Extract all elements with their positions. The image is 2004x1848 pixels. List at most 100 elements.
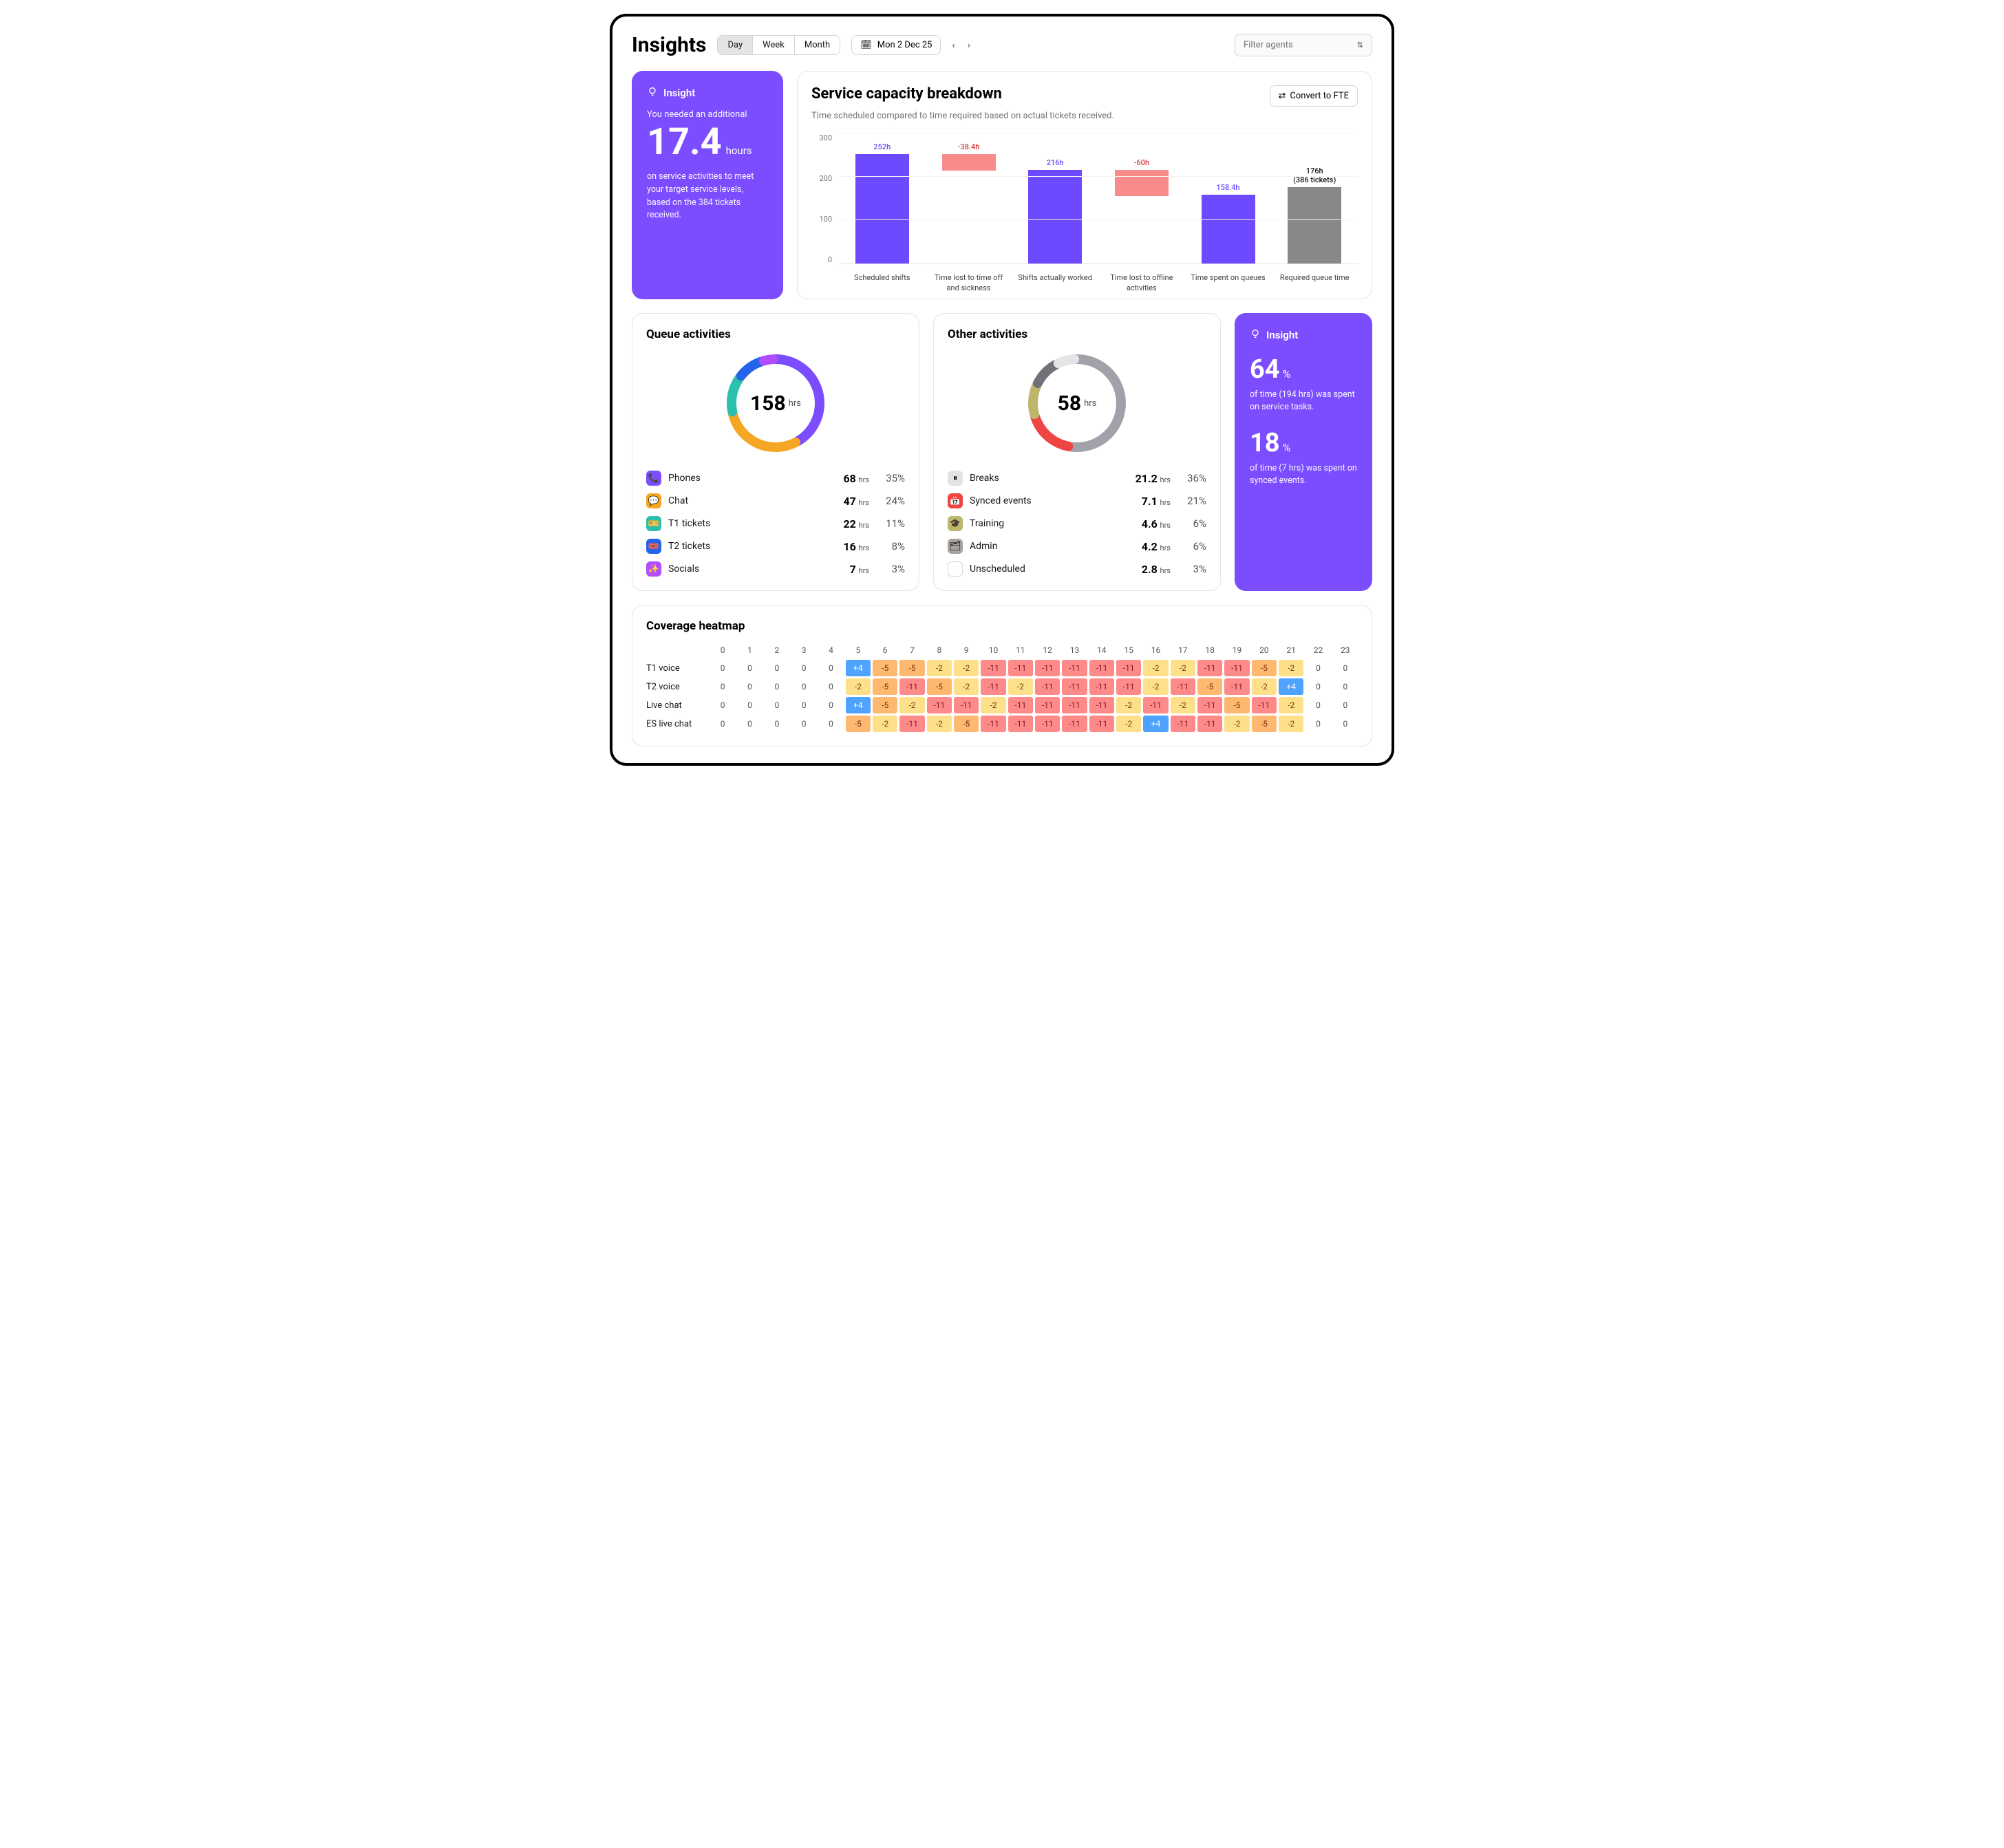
insight-lead: You needed an additional xyxy=(647,109,768,120)
heatmap-title: Coverage heatmap xyxy=(646,619,1358,633)
heatmap-cell: 0 xyxy=(737,697,762,713)
legend-row: 🎟️T2 tickets16 hrs8% xyxy=(646,539,905,554)
heatmap-cell: -2 xyxy=(873,716,897,732)
heatmap-cell: -2 xyxy=(981,697,1005,713)
segment-day[interactable]: Day xyxy=(718,36,752,54)
heatmap-cell: -11 xyxy=(1035,678,1060,695)
topbar: Insights DayWeekMonth 🗓 Mon 2 Dec 25 ‹ ›… xyxy=(632,33,1372,57)
heatmap-cell: -11 xyxy=(1252,697,1277,713)
legend-row: 🗂Admin4.2 hrs6% xyxy=(948,539,1206,554)
heatmap-cell: -11 xyxy=(1035,697,1060,713)
heatmap-cell: -11 xyxy=(1143,697,1168,713)
heatmap-cell: -5 xyxy=(1252,660,1277,676)
heatmap-cell: -11 xyxy=(1116,660,1141,676)
heatmap-cell: -5 xyxy=(927,678,952,695)
page-title: Insights xyxy=(632,33,706,57)
heatmap-cell: 0 xyxy=(1305,660,1330,676)
legend-row: ⏸Breaks21.2 hrs36% xyxy=(948,471,1206,486)
heatmap-cell: -11 xyxy=(1035,716,1060,732)
capacity-chart: 3002001000 252h-38.4h216h-60h158.4h176h(… xyxy=(811,133,1358,285)
heatmap-cell: 0 xyxy=(791,697,816,713)
heatmap-cell: -11 xyxy=(899,678,924,695)
heatmap-cell: -11 xyxy=(1197,697,1222,713)
heatmap-row-label: ES live chat xyxy=(646,716,708,732)
heatmap-cell: -11 xyxy=(1089,697,1114,713)
heatmap-cell: -5 xyxy=(954,716,979,732)
heatmap-cell: 0 xyxy=(765,697,789,713)
other-title: Other activities xyxy=(948,327,1206,341)
heatmap-cell: 0 xyxy=(818,678,843,695)
date-nav: ‹ › xyxy=(952,40,970,51)
heatmap-row-label: Live chat xyxy=(646,697,708,713)
heatmap-cell: 0 xyxy=(710,697,735,713)
heatmap-cell: -5 xyxy=(1197,678,1222,695)
heatmap-cell: -5 xyxy=(1252,716,1277,732)
prev-icon[interactable]: ‹ xyxy=(952,40,955,51)
filter-placeholder: Filter agents xyxy=(1244,40,1293,50)
heatmap-cell: 0 xyxy=(818,660,843,676)
heatmap-cell: 0 xyxy=(1333,678,1358,695)
convert-fte-button[interactable]: ⇄ Convert to FTE xyxy=(1270,85,1358,107)
heatmap-cell: -5 xyxy=(873,660,897,676)
heatmap-cell: -11 xyxy=(981,716,1005,732)
lightbulb-icon xyxy=(647,86,658,100)
legend-row: 📞Phones68 hrs35% xyxy=(646,471,905,486)
heatmap-cell: 0 xyxy=(737,716,762,732)
next-icon[interactable]: › xyxy=(968,40,970,51)
activity-icon: 📅 xyxy=(948,493,963,508)
date-picker[interactable]: 🗓 Mon 2 Dec 25 xyxy=(851,35,941,55)
activity-icon: 🎟️ xyxy=(646,539,661,554)
lightbulb-icon xyxy=(1250,328,1261,342)
heatmap-cell: +4 xyxy=(1143,716,1168,732)
segment-month[interactable]: Month xyxy=(794,36,840,54)
legend-row: 🎫T1 tickets22 hrs11% xyxy=(646,516,905,531)
heatmap-cell: -11 xyxy=(1197,660,1222,676)
heatmap-cell: +4 xyxy=(846,697,871,713)
heatmap-cell: -11 xyxy=(1089,716,1114,732)
capacity-title: Service capacity breakdown xyxy=(811,85,1002,103)
heatmap-cell: -11 xyxy=(927,697,952,713)
heatmap-cell: -11 xyxy=(1062,678,1087,695)
heatmap-cell: -2 xyxy=(927,660,952,676)
other-legend: ⏸Breaks21.2 hrs36%📅Synced events7.1 hrs2… xyxy=(948,471,1206,577)
activity-icon: 🎫 xyxy=(646,516,661,531)
coverage-heatmap-card: Coverage heatmap 01234567891011121314151… xyxy=(632,605,1372,746)
heatmap-cell: -11 xyxy=(899,716,924,732)
heatmap-cell: -2 xyxy=(1279,716,1303,732)
heatmap-cell: +4 xyxy=(1279,678,1303,695)
heatmap-cell: 0 xyxy=(791,660,816,676)
heatmap-cell: -2 xyxy=(1143,660,1168,676)
queue-donut: 158hrs xyxy=(721,348,831,458)
filter-agents-select[interactable]: Filter agents ⇅ xyxy=(1235,34,1372,56)
heatmap-cell: -11 xyxy=(954,697,979,713)
legend-row: 🎓Training4.6 hrs6% xyxy=(948,516,1206,531)
heatmap-cell: -2 xyxy=(1279,660,1303,676)
heatmap-row-label: T1 voice xyxy=(646,660,708,676)
heatmap-cell: -2 xyxy=(1143,678,1168,695)
activity-icon: ✨ xyxy=(646,561,661,577)
activity-icon: 💬 xyxy=(646,493,661,508)
other-activities-card: Other activities 58hrs ⏸Breaks21.2 hrs36… xyxy=(933,313,1221,591)
heatmap-cell: -11 xyxy=(1062,716,1087,732)
heatmap-cell: 0 xyxy=(710,716,735,732)
segment-week[interactable]: Week xyxy=(752,36,794,54)
other-donut: 58hrs xyxy=(1022,348,1132,458)
swap-icon: ⇄ xyxy=(1279,91,1286,101)
heatmap-cell: +4 xyxy=(846,660,871,676)
insight-value: 17.4 hours xyxy=(647,124,768,161)
heatmap-cell: -2 xyxy=(899,697,924,713)
heatmap-cell: -2 xyxy=(954,678,979,695)
insight-card-2: Insight 64%of time (194 hrs) was spent o… xyxy=(1235,313,1372,591)
heatmap-cell: -2 xyxy=(1224,716,1249,732)
heatmap-cell: -5 xyxy=(899,660,924,676)
queue-legend: 📞Phones68 hrs35%💬Chat47 hrs24%🎫T1 ticket… xyxy=(646,471,905,577)
heatmap-cell: 0 xyxy=(1333,697,1358,713)
heatmap-cell: 0 xyxy=(1305,697,1330,713)
heatmap-cell: 0 xyxy=(791,678,816,695)
heatmap-cell: -11 xyxy=(1089,660,1114,676)
heatmap-cell: -5 xyxy=(846,716,871,732)
heatmap-cell: 0 xyxy=(737,678,762,695)
heatmap-cell: 0 xyxy=(737,660,762,676)
heatmap-cell: -11 xyxy=(1008,697,1033,713)
bar xyxy=(1028,170,1082,264)
